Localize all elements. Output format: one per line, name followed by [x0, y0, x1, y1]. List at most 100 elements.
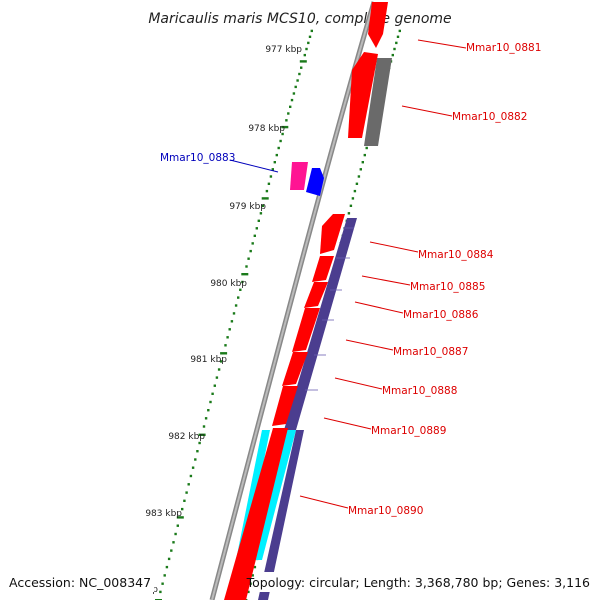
- tick-mark: [257, 219, 260, 222]
- tick-mark: [176, 516, 184, 519]
- tick-mark: [261, 197, 269, 200]
- tick-mark: [241, 273, 249, 276]
- tick-mark: [275, 153, 278, 157]
- gene-label-0888[interactable]: Mmar10_0888: [382, 385, 457, 397]
- tick-mark: [277, 146, 280, 150]
- tick-mark: [255, 227, 258, 230]
- gene-label-0881[interactable]: Mmar10_0881: [466, 42, 541, 54]
- tick-mark: [298, 72, 301, 76]
- tick-mark: [249, 249, 252, 253]
- gene-arrow-0889[interactable]: [272, 386, 298, 426]
- tick-mark: [261, 204, 265, 207]
- leader-0887: [345, 339, 394, 351]
- gene-arrow-0888[interactable]: [282, 352, 308, 386]
- tick-mark: [355, 182, 359, 185]
- footer-topology-bg: [256, 572, 596, 592]
- tick-mark: [198, 441, 201, 445]
- leader-0882: [401, 105, 453, 117]
- tick-mark: [349, 204, 353, 207]
- tick-mark: [165, 565, 169, 569]
- tick-mark: [398, 29, 401, 33]
- tick-mark: [198, 433, 206, 436]
- coverage-track: [228, 218, 357, 600]
- tick-mark: [396, 35, 400, 38]
- gene-arrow-0887[interactable]: [292, 308, 320, 352]
- gene-arrow-0885[interactable]: [312, 256, 334, 282]
- tick-mark: [299, 60, 307, 63]
- tick-mark: [281, 132, 284, 136]
- leader-0884: [369, 241, 419, 253]
- gene-label-0884[interactable]: Mmar10_0884: [418, 249, 494, 261]
- gene-arrow-0883-blue[interactable]: [306, 168, 324, 196]
- map-title: Maricaulis maris MCS10, complete genome: [148, 11, 451, 27]
- gene-arrow-0882[interactable]: [348, 52, 378, 138]
- tick-mark: [196, 450, 199, 453]
- gene-arrow-0881[interactable]: [368, 2, 388, 48]
- tick-mark: [361, 161, 364, 164]
- leader-0881: [417, 39, 467, 49]
- tick-mark: [211, 392, 214, 395]
- tick-mark: [287, 112, 290, 115]
- gene-label-0886[interactable]: Mmar10_0886: [403, 309, 479, 321]
- tick-mark: [265, 189, 269, 193]
- gene-label-0887[interactable]: Mmar10_0887: [393, 346, 468, 358]
- gene-arrow-0886[interactable]: [304, 282, 328, 308]
- tick-mark: [296, 79, 299, 82]
- tick-mark: [247, 590, 250, 594]
- leader-0889: [323, 417, 372, 430]
- tick-mark: [185, 491, 188, 494]
- tick-mark: [253, 565, 257, 569]
- tick-mark: [220, 352, 228, 355]
- tick-mark: [351, 197, 355, 200]
- tick-mark: [290, 98, 294, 102]
- tick-mark: [220, 360, 223, 363]
- leader-0883: [229, 159, 279, 173]
- tick-mark: [249, 582, 252, 585]
- footer-accession: Accession: NC_008347: [9, 575, 151, 590]
- tick-mark: [213, 384, 216, 387]
- gene-label-0890[interactable]: Mmar10_0890: [348, 505, 423, 517]
- kbp-label-983: 983 kbp: [145, 509, 182, 519]
- tick-mark: [271, 168, 274, 171]
- tick-mark: [245, 265, 248, 268]
- gene-label-0882[interactable]: Mmar10_0882: [452, 111, 527, 123]
- tick-mark: [228, 328, 231, 331]
- tick-mark: [207, 409, 210, 412]
- tick-mark: [289, 105, 292, 108]
- tick-mark: [363, 153, 366, 157]
- gene-label-0885[interactable]: Mmar10_0885: [410, 281, 485, 293]
- leader-0885: [361, 275, 411, 286]
- tick-mark: [365, 146, 368, 150]
- tick-mark: [237, 296, 240, 299]
- kbp-labels: 977 kbp 978 kbp 979 kbp 980 kbp 981 kbp …: [121, 45, 302, 595]
- gene-label-0883[interactable]: Mmar10_0883: [160, 152, 235, 164]
- tick-mark: [224, 344, 227, 347]
- tick-mark: [310, 29, 313, 33]
- tick-mark: [174, 532, 177, 536]
- tick-mark: [183, 499, 186, 502]
- tick-mark: [189, 474, 193, 478]
- gray-feature-0882[interactable]: [364, 58, 392, 146]
- kbp-label-981: 981 kbp: [190, 355, 227, 365]
- gene-arrow-0883-pink[interactable]: [290, 162, 308, 190]
- tick-mark: [161, 582, 164, 585]
- kbp-label-978: 978 kbp: [248, 124, 285, 134]
- tick-mark: [281, 125, 289, 129]
- tick-mark: [247, 257, 250, 260]
- tick-mark: [292, 92, 296, 95]
- tick-mark: [163, 574, 166, 577]
- footer-accession-bg: [4, 572, 154, 592]
- leader-0886: [354, 301, 404, 314]
- tick-mark: [204, 417, 208, 420]
- tick-mark: [167, 557, 171, 561]
- tick-mark: [187, 483, 190, 486]
- tick-mark: [232, 312, 236, 315]
- gene-arrow-0884[interactable]: [320, 214, 345, 254]
- tick-mark: [251, 242, 254, 245]
- gene-label-0889[interactable]: Mmar10_0889: [371, 425, 446, 437]
- tick-mark: [294, 85, 297, 89]
- gene-arrow-0890[interactable]: [224, 428, 288, 600]
- tick-mark: [307, 41, 310, 45]
- kbp-label-982: 982 kbp: [168, 432, 205, 442]
